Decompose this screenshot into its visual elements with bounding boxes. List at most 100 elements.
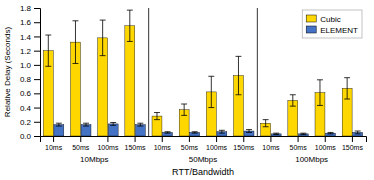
tick-mark xyxy=(135,136,136,142)
tick: 150ms xyxy=(342,136,364,151)
error-cap xyxy=(181,104,187,105)
error-cap xyxy=(127,10,133,11)
error-cap xyxy=(290,94,296,95)
tick-mark xyxy=(34,79,40,80)
legend-swatch xyxy=(306,26,316,33)
group-labels: 10Mbps50Mbps100Mbps xyxy=(80,155,328,164)
error-line xyxy=(129,10,130,41)
bar xyxy=(163,132,173,136)
tick: 0.4 xyxy=(20,104,40,113)
tick-label: 0.8 xyxy=(20,75,32,84)
tick-label: 10ms xyxy=(45,144,63,151)
tick-label: 50ms xyxy=(72,144,90,151)
legend: Cubic ELEMENT xyxy=(302,10,362,38)
error-bar xyxy=(355,131,361,134)
tick-label: 0.4 xyxy=(20,104,32,113)
error-line xyxy=(347,78,348,99)
bar xyxy=(135,125,145,136)
error-line xyxy=(48,35,49,66)
error-cap xyxy=(246,132,252,133)
tick: 10ms xyxy=(262,136,280,151)
error-cap xyxy=(137,126,143,127)
group-divider xyxy=(257,8,258,136)
error-cap xyxy=(192,131,198,132)
tick: 150ms xyxy=(125,136,147,151)
legend-item: ELEMENT xyxy=(306,26,358,35)
tick: 50ms xyxy=(290,136,308,151)
error-cap xyxy=(273,134,279,135)
legend-frame xyxy=(302,10,362,38)
error-cap xyxy=(100,55,106,56)
error-cap xyxy=(100,20,106,21)
tick: 10ms xyxy=(154,136,172,151)
error-cap xyxy=(235,94,241,95)
marks xyxy=(43,10,362,136)
error-cap xyxy=(235,56,241,57)
error-cap xyxy=(300,134,306,135)
legend-label: Cubic xyxy=(320,15,340,24)
error-cap xyxy=(110,125,116,126)
error-cap xyxy=(344,77,350,78)
tick-mark xyxy=(34,22,40,23)
error-bar xyxy=(219,130,225,133)
axis-line xyxy=(41,137,367,143)
x-axis: 10ms50ms100ms150ms10ms50ms100ms150ms10ms… xyxy=(41,136,367,151)
tick-label: 1.0 xyxy=(20,61,32,70)
chart: 10ms50ms100ms150ms10ms50ms100ms150ms10ms… xyxy=(0,0,374,180)
error-line xyxy=(292,95,293,106)
legend-label: ELEMENT xyxy=(320,26,358,35)
tick-mark xyxy=(352,136,353,142)
error-cap xyxy=(219,130,225,131)
bar xyxy=(81,125,91,136)
tick-mark xyxy=(34,51,40,52)
group-divider xyxy=(148,8,149,136)
error-line xyxy=(184,104,185,115)
tick: 100ms xyxy=(206,136,228,151)
bar xyxy=(125,26,135,136)
tick-mark xyxy=(53,136,54,142)
error-bar xyxy=(328,132,334,133)
tick-label: 150ms xyxy=(233,144,255,151)
tick: 1.8 xyxy=(20,4,40,13)
tick-mark xyxy=(34,136,40,137)
tick-label: 150ms xyxy=(342,144,364,151)
error-cap xyxy=(344,99,350,100)
tick: 0.6 xyxy=(20,89,40,98)
error-cap xyxy=(290,106,296,107)
error-bar xyxy=(300,133,306,134)
error-line xyxy=(58,123,59,126)
tick: 1.4 xyxy=(20,33,40,42)
bar xyxy=(108,124,118,136)
tick-mark xyxy=(189,136,190,142)
error-bar xyxy=(235,56,241,94)
tick-label: 1.8 xyxy=(20,4,32,13)
error-line xyxy=(221,130,222,133)
error-cap xyxy=(246,129,252,130)
error-cap xyxy=(56,126,62,127)
error-bar xyxy=(263,120,269,127)
error-cap xyxy=(355,133,361,134)
error-bar xyxy=(246,130,252,133)
error-bar xyxy=(290,95,296,106)
error-cap xyxy=(208,76,214,77)
tick-label: 0.6 xyxy=(20,89,32,98)
error-cap xyxy=(56,123,62,124)
error-bar xyxy=(83,123,89,126)
error-cap xyxy=(83,123,89,124)
tick-label: 0.2 xyxy=(20,118,32,127)
plot-area: 10ms50ms100ms150ms10ms50ms100ms150ms10ms… xyxy=(3,4,367,177)
error-bar xyxy=(192,132,198,133)
error-cap xyxy=(154,112,160,113)
legend-swatch xyxy=(306,15,316,22)
tick-label: 100ms xyxy=(206,144,228,151)
y-axis-title: Relative Delay (Seconds) xyxy=(3,27,12,118)
error-cap xyxy=(72,20,78,21)
error-cap xyxy=(154,119,160,120)
bar xyxy=(271,134,281,136)
error-bar xyxy=(165,132,171,133)
tick: 50ms xyxy=(181,136,199,151)
error-bar xyxy=(45,35,51,66)
error-bar xyxy=(344,78,350,99)
bar xyxy=(326,133,336,136)
tick: 1.0 xyxy=(20,61,40,70)
